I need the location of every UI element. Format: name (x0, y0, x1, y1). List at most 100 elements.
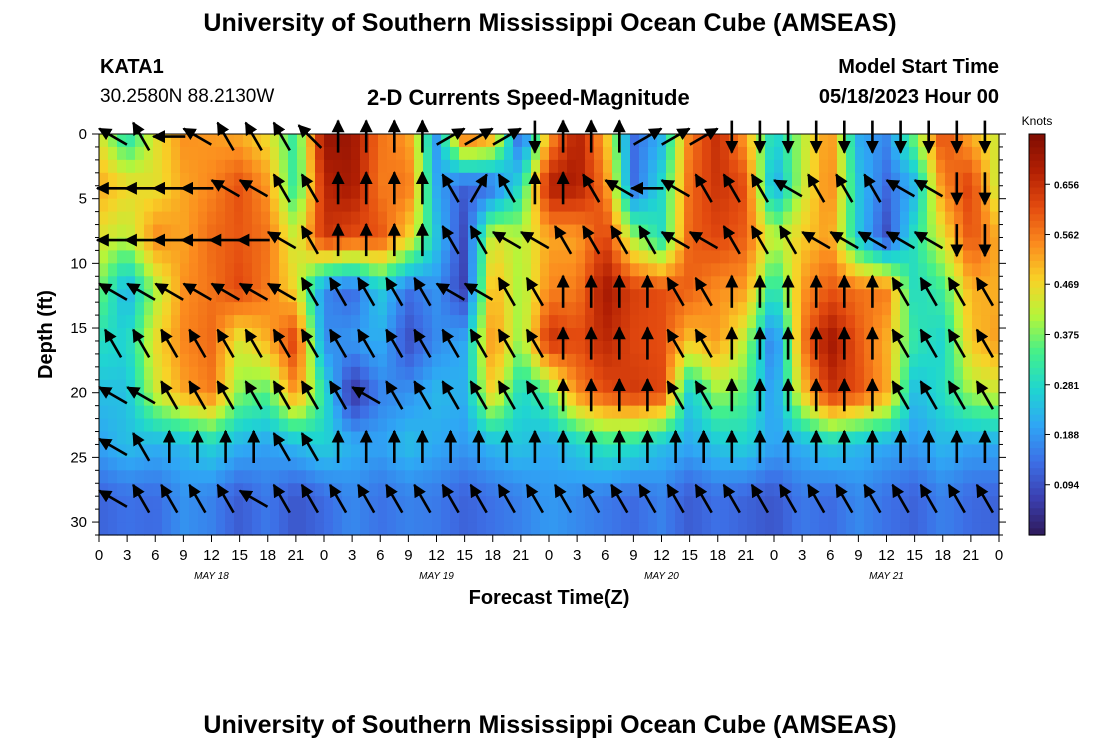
heatmap-cell (189, 237, 199, 252)
heatmap-cell (918, 198, 928, 213)
heatmap-cell (819, 366, 829, 381)
heatmap-cell (666, 263, 676, 277)
heatmap-cell (117, 185, 127, 200)
heatmap-cell (603, 289, 613, 303)
heatmap-cell (423, 276, 433, 290)
heatmap-cell (252, 315, 262, 329)
heatmap-cell (630, 224, 640, 239)
heatmap-cell (918, 211, 928, 226)
heatmap-cell (513, 315, 523, 329)
heatmap-cell (414, 146, 424, 161)
heatmap-cell (459, 134, 469, 148)
heatmap-cell (954, 470, 964, 484)
current-vector-arrow (216, 380, 235, 410)
heatmap-cell (126, 263, 136, 277)
heatmap-cell (423, 470, 433, 484)
heatmap-cell (225, 237, 235, 252)
heatmap-cell (963, 353, 973, 368)
heatmap-cell (810, 185, 820, 200)
heatmap-cell (126, 198, 136, 213)
heatmap-cell (666, 392, 676, 407)
heatmap-cell (432, 263, 442, 277)
heatmap-cell (792, 315, 802, 329)
heatmap-cell (306, 405, 316, 420)
heatmap-cell (333, 418, 343, 433)
heatmap-cell (234, 315, 244, 329)
heatmap-cell (522, 392, 532, 407)
heatmap-cell (891, 509, 901, 523)
heatmap-cell (297, 418, 307, 433)
heatmap-cell (630, 328, 640, 342)
heatmap-cell (576, 198, 586, 213)
heatmap-cell (558, 237, 568, 252)
heatmap-cell (576, 379, 586, 394)
heatmap-cell (666, 509, 676, 523)
heatmap-cell (909, 185, 919, 200)
heatmap-cell (243, 444, 253, 458)
x-tick-label: 18 (484, 547, 501, 564)
heatmap-cell (207, 444, 217, 458)
heatmap-cell (909, 353, 919, 368)
current-vector-arrow (132, 432, 151, 462)
heatmap-cell (144, 457, 154, 471)
heatmap-cell (126, 250, 136, 264)
heatmap-cell (270, 134, 280, 148)
heatmap-cell (468, 444, 478, 458)
heatmap-cell (549, 353, 559, 368)
heatmap-cell (396, 211, 406, 226)
heatmap-cell (459, 444, 469, 458)
heatmap-cell (396, 496, 406, 510)
heatmap-cell (360, 211, 370, 226)
colorbar-swatch (1029, 528, 1045, 536)
heatmap-cell (657, 496, 667, 510)
heatmap-cell (603, 457, 613, 471)
heatmap-cell (810, 224, 820, 239)
heatmap-cell (558, 353, 568, 368)
heatmap-cell (423, 496, 433, 510)
heatmap-cell (504, 224, 514, 239)
heatmap-cell (522, 172, 532, 187)
colorbar-swatch (1029, 160, 1045, 169)
heatmap-cell (729, 509, 739, 523)
heatmap-cell (675, 457, 685, 471)
heatmap-cell (936, 172, 946, 187)
heatmap-cell (531, 366, 541, 381)
heatmap-cell (792, 522, 802, 536)
current-vector-arrow (98, 437, 128, 457)
colorbar-swatch (1029, 387, 1045, 396)
heatmap-cell (801, 418, 811, 433)
current-vector-arrow (244, 380, 263, 410)
heatmap-cell (801, 392, 811, 407)
colorbar-swatch (1029, 488, 1045, 496)
heatmap-cell (945, 418, 955, 433)
heatmap-cell (468, 353, 478, 368)
heatmap-cell (126, 496, 136, 510)
heatmap-cell (522, 418, 532, 433)
heatmap-cell (990, 315, 1000, 329)
heatmap-cell (990, 224, 1000, 239)
heatmap-cell (351, 470, 361, 484)
heatmap-cell (846, 172, 856, 187)
heatmap-cell (495, 470, 505, 484)
heatmap-cell (792, 353, 802, 368)
x-tick-label: 9 (854, 547, 862, 564)
colorbar-swatch (1029, 461, 1045, 469)
heatmap-cell (144, 328, 154, 342)
heatmap-cell (288, 224, 298, 239)
heatmap-cell (810, 263, 820, 277)
heatmap-cell (234, 457, 244, 471)
heatmap-cell (828, 159, 838, 174)
current-vector-arrow (328, 276, 348, 307)
heatmap-cell (639, 418, 649, 433)
heatmap-cell (729, 289, 739, 303)
heatmap-cell (675, 366, 685, 381)
heatmap-cell (252, 276, 262, 290)
heatmap-cell (288, 263, 298, 277)
heatmap-cell (828, 198, 838, 213)
heatmap-cell (144, 483, 154, 497)
heatmap-cell (432, 237, 442, 252)
heatmap-cell (576, 470, 586, 484)
heatmap-cell (954, 431, 964, 446)
heatmap-cell (207, 315, 217, 329)
heatmap-cell (729, 366, 739, 381)
